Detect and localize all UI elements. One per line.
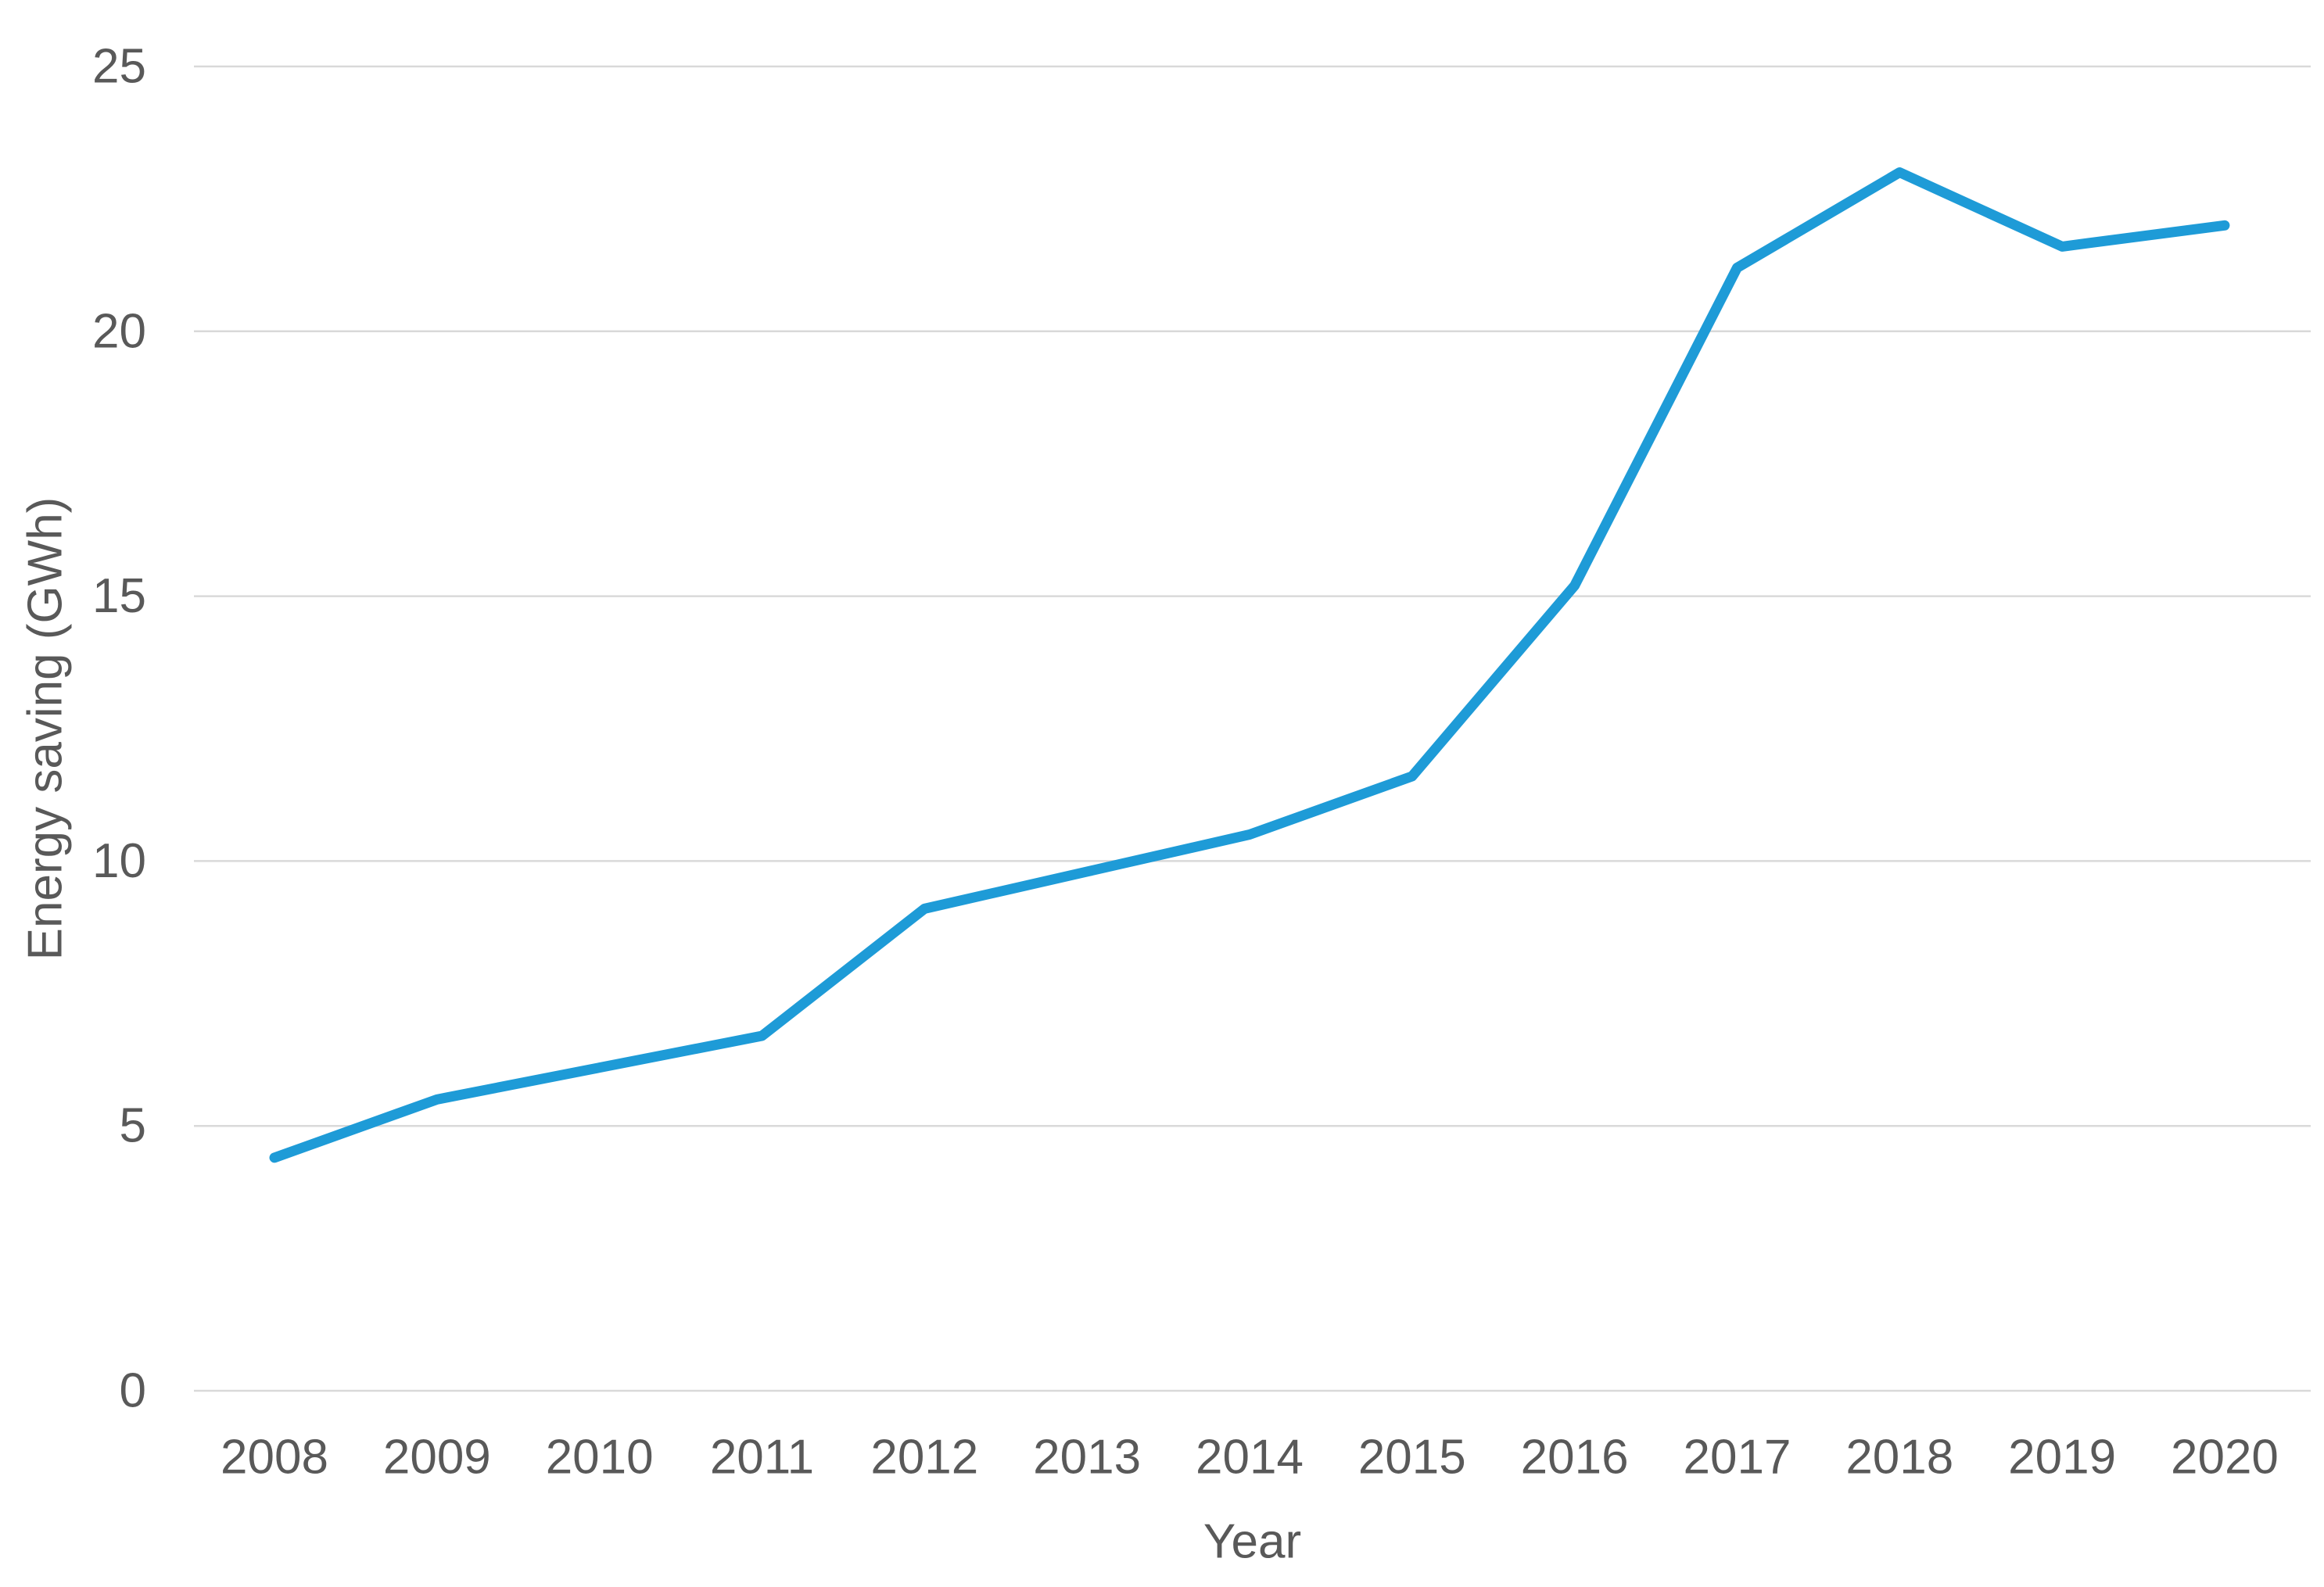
x-axis-title: Year — [1203, 1515, 1301, 1569]
x-tick-label: 2016 — [1521, 1431, 1629, 1485]
x-tick-label: 2012 — [870, 1431, 978, 1485]
y-axis-title: Energy saving (GWh) — [19, 497, 73, 961]
x-axis-tick-labels: 2008 2009 2010 2011 2012 2013 2014 2015 2016 2017… — [221, 1431, 2279, 1485]
y-tick-label: 20 — [92, 304, 146, 358]
y-axis-tick-labels: 0 5 10 15 20 25 — [92, 40, 146, 1418]
energy-saving-line — [269, 167, 2230, 1163]
x-tick-label: 2019 — [2008, 1431, 2116, 1485]
x-tick-label: 2017 — [1684, 1431, 1791, 1485]
y-tick-label: 10 — [92, 834, 146, 888]
x-tick-label: 2013 — [1033, 1431, 1141, 1485]
x-tick-label: 2008 — [221, 1431, 328, 1485]
y-tick-label: 15 — [92, 569, 146, 623]
x-tick-label: 2014 — [1196, 1431, 1304, 1485]
y-tick-label: 25 — [92, 40, 146, 94]
x-tick-label: 2020 — [2171, 1431, 2279, 1485]
x-tick-label: 2018 — [1845, 1431, 1953, 1485]
x-tick-label: 2010 — [546, 1431, 654, 1485]
series-group — [269, 167, 2230, 1163]
x-tick-label: 2015 — [1358, 1431, 1466, 1485]
gridline-group — [194, 65, 2311, 1392]
y-tick-label: 0 — [120, 1364, 146, 1418]
y-tick-label: 5 — [120, 1099, 146, 1153]
x-tick-label: 2011 — [710, 1431, 814, 1485]
x-tick-label: 2009 — [383, 1431, 491, 1485]
